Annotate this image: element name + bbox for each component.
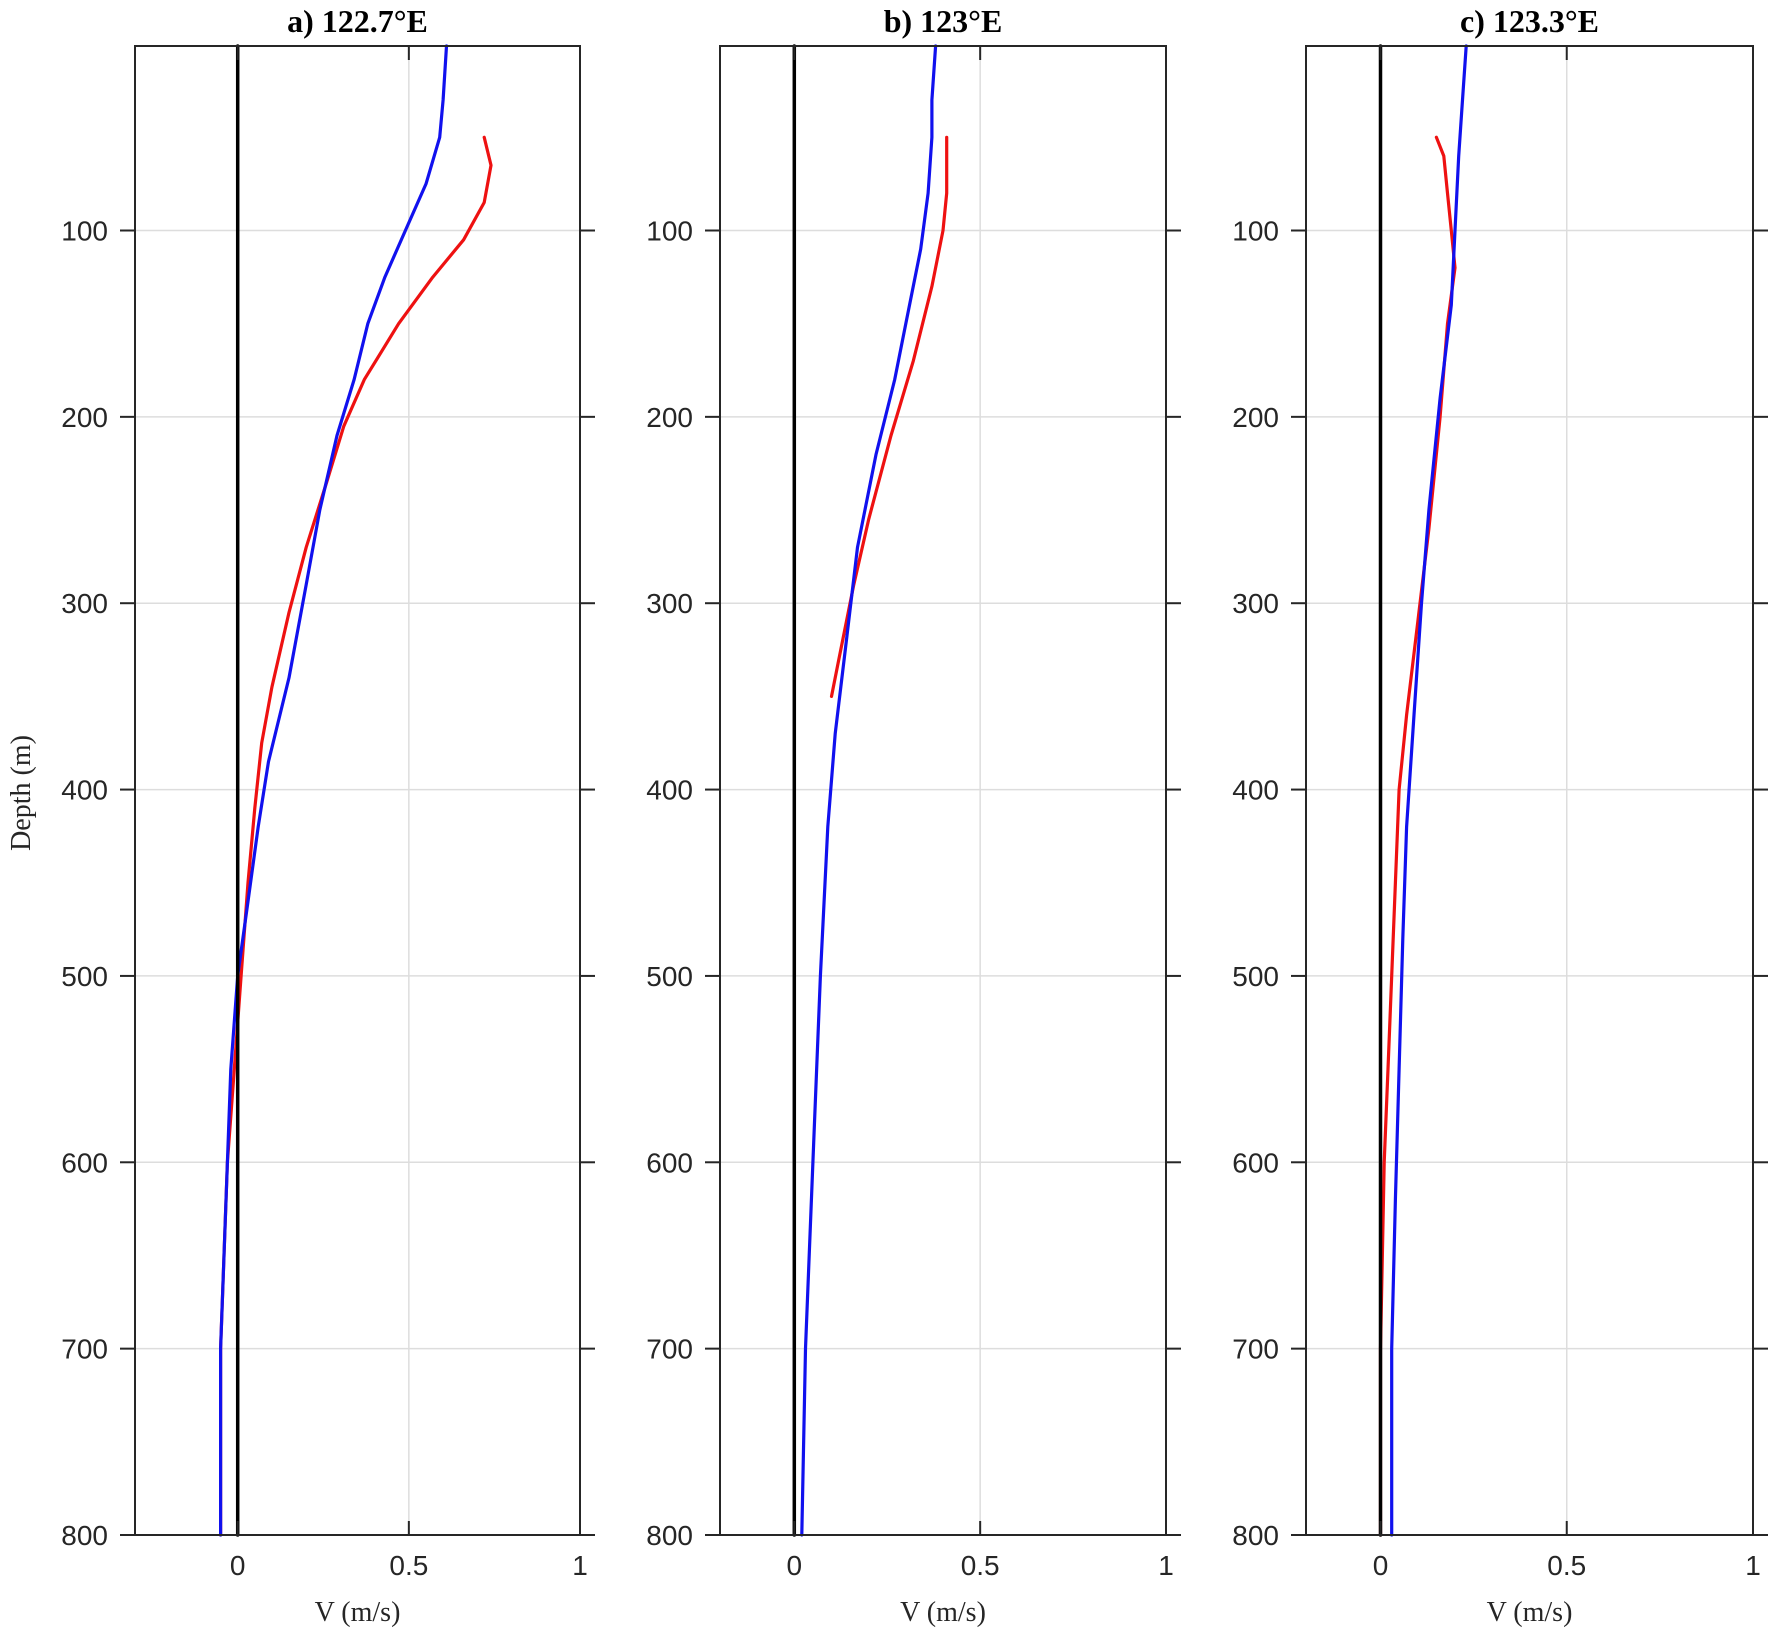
panel-3-y-tick-label: 100 xyxy=(1232,215,1279,246)
panel-3-series-line-2 xyxy=(1390,44,1468,1537)
panel-2-y-tick-label: 400 xyxy=(646,775,693,806)
panel-2-x-axis-label: V (m/s) xyxy=(900,1597,986,1628)
panel-3-y-tick-label: 200 xyxy=(1232,402,1279,433)
panel-2-x-tick-label: 1 xyxy=(1158,1550,1174,1581)
panel-2-axes-box xyxy=(719,45,1167,1536)
panel-2-x-tick-label: 0 xyxy=(787,1550,803,1581)
panel-2-y-tick-label: 200 xyxy=(646,402,693,433)
panel-2-y-tick-label: 600 xyxy=(646,1147,693,1178)
panel-1-x-tick-label: 0 xyxy=(230,1550,246,1581)
panel-1-y-tick-label: 800 xyxy=(61,1520,108,1551)
panel-3-x-tick-label: 1 xyxy=(1745,1550,1761,1581)
panel-1-y-tick-label: 700 xyxy=(61,1334,108,1365)
panel-1-x-tick-label: 0.5 xyxy=(389,1550,428,1581)
panel-1-y-tick-label: 200 xyxy=(61,402,108,433)
panel-2-x-tick-label: 0.5 xyxy=(961,1550,1000,1581)
panel-3-title: c) 123.3°E xyxy=(1460,3,1599,39)
panel-3-y-tick-label: 700 xyxy=(1232,1334,1279,1365)
y-axis-label: Depth (m) xyxy=(6,735,37,851)
panel-2-series-line-1 xyxy=(829,135,949,699)
panel-2-y-tick-label: 800 xyxy=(646,1520,693,1551)
panel-3-x-axis-label: V (m/s) xyxy=(1487,1597,1573,1628)
panel-3-y-tick-label: 300 xyxy=(1232,588,1279,619)
panel-1-x-tick-label: 1 xyxy=(572,1550,588,1581)
panel-1-y-tick-label: 400 xyxy=(61,775,108,806)
panel-2-title: b) 123°E xyxy=(884,3,1003,39)
panel-1-axes-box xyxy=(134,45,581,1536)
panel-2-y-tick-label: 500 xyxy=(646,961,693,992)
panel-3-y-tick-label: 500 xyxy=(1232,961,1279,992)
panel-1-series-line-1 xyxy=(219,135,493,1537)
panel-1-y-tick-label: 100 xyxy=(61,215,108,246)
panel-3-y-tick-label: 800 xyxy=(1232,1520,1279,1551)
panel-1-x-axis-label: V (m/s) xyxy=(315,1597,401,1628)
panel-2-y-tick-label: 700 xyxy=(646,1334,693,1365)
panel-2-y-tick-label: 300 xyxy=(646,588,693,619)
panel-3-series-line-1 xyxy=(1378,135,1457,1537)
panel-3-axes-box xyxy=(1305,45,1754,1536)
panel-2-y-tick-label: 100 xyxy=(646,215,693,246)
panel-1-series-line-2 xyxy=(219,44,449,1537)
panel-3-y-tick-label: 400 xyxy=(1232,775,1279,806)
panel-2-series-line-2 xyxy=(800,44,938,1537)
panel-1-y-tick-label: 500 xyxy=(61,961,108,992)
panel-3-x-tick-label: 0 xyxy=(1373,1550,1389,1581)
panel-1-y-tick-label: 600 xyxy=(61,1147,108,1178)
panel-3-y-tick-label: 600 xyxy=(1232,1147,1279,1178)
panel-1-title: a) 122.7°E xyxy=(287,3,428,39)
panel-1-y-tick-label: 300 xyxy=(61,588,108,619)
panel-3-x-tick-label: 0.5 xyxy=(1547,1550,1586,1581)
